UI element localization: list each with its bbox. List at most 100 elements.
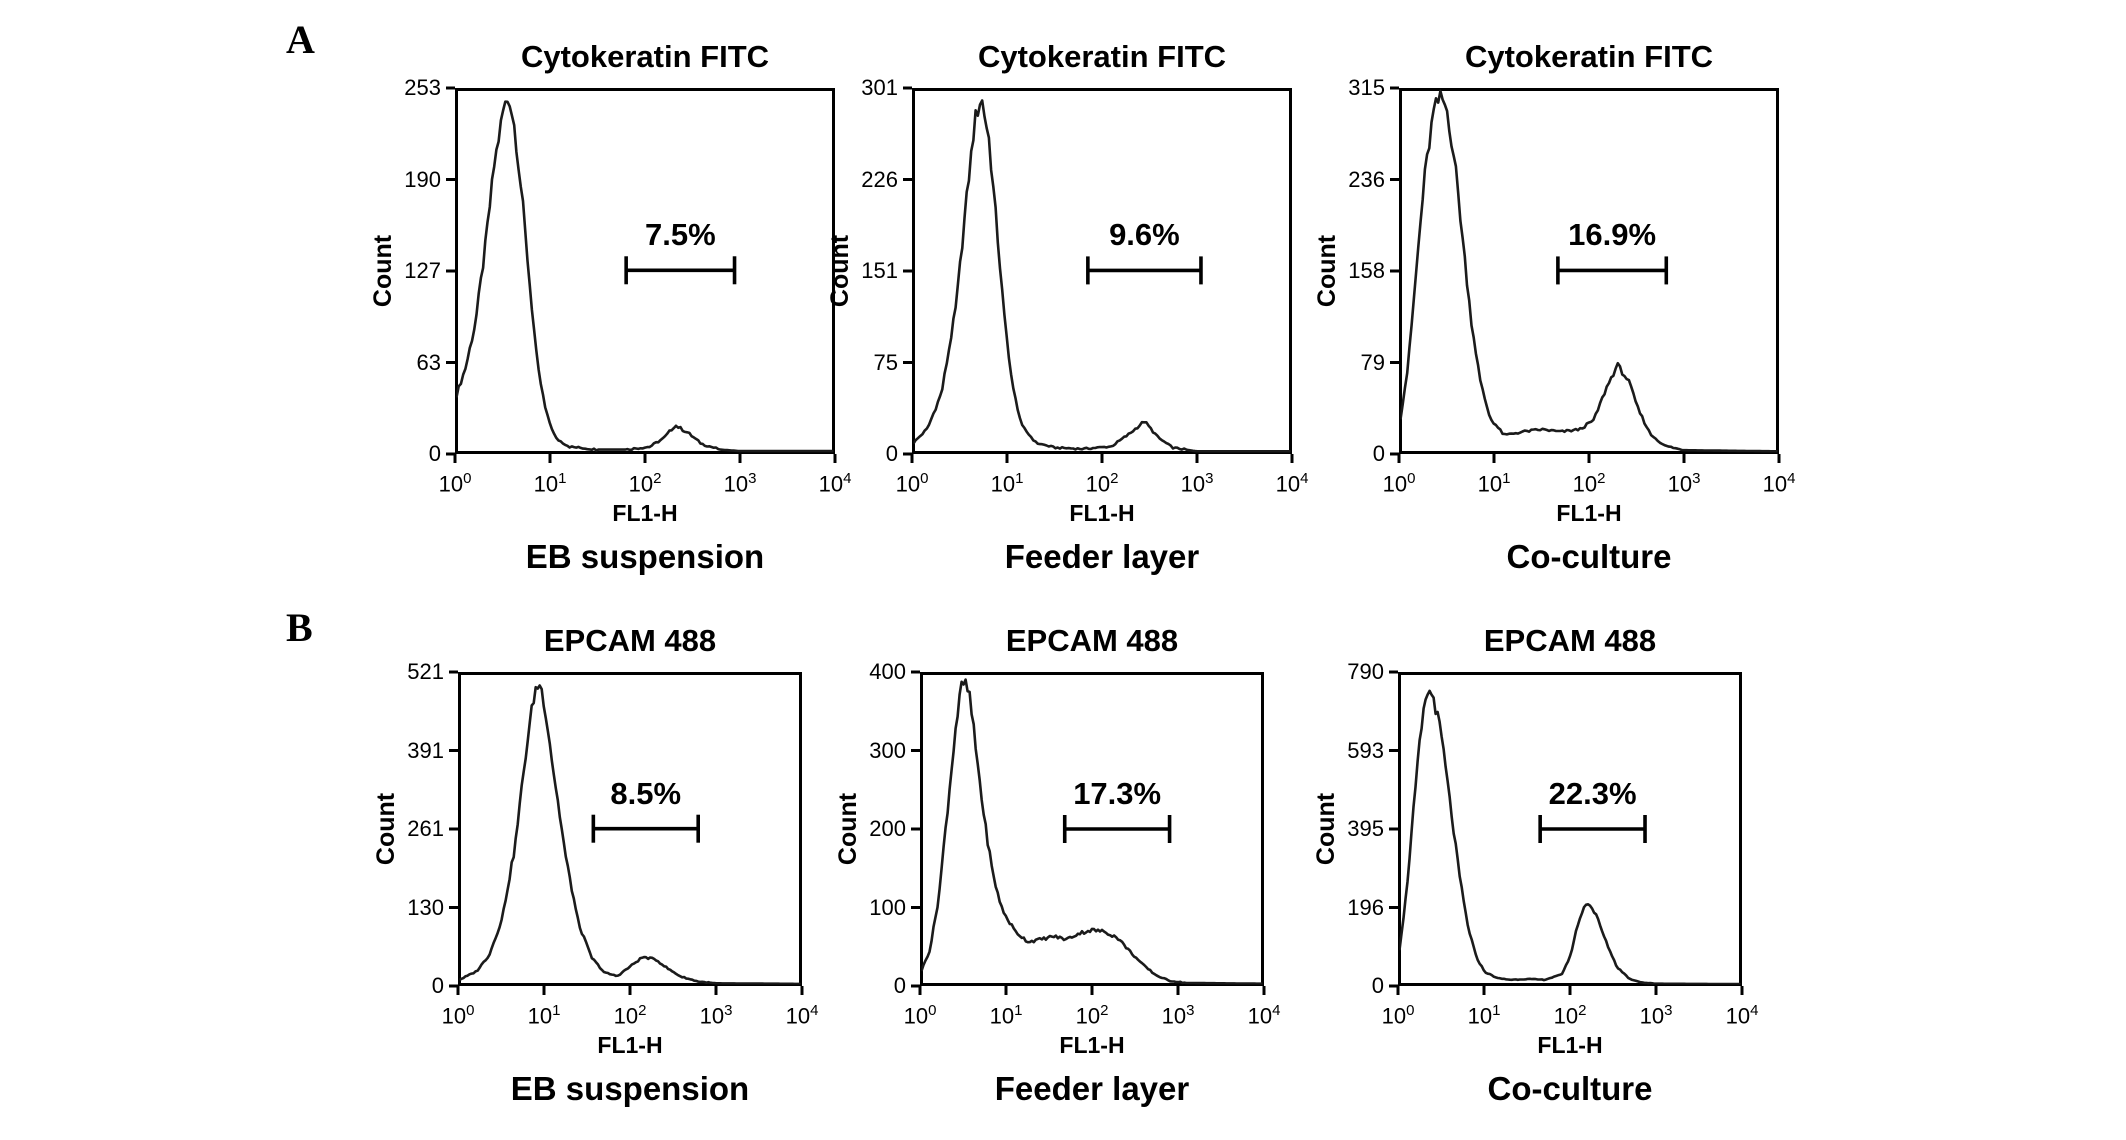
x-tick-base: 10: [527, 1003, 553, 1029]
x-tick-base: 10: [441, 1003, 467, 1029]
histogram-curve: [1400, 89, 1778, 453]
x-tick-label: 102: [1549, 466, 1629, 497]
x-tick-label: 101: [966, 998, 1046, 1029]
x-tick-label: 100: [872, 466, 952, 497]
x-tick-exponent: 1: [1502, 470, 1511, 487]
x-tick-label: 104: [1224, 998, 1304, 1029]
x-axis-label: FL1-H: [1059, 1032, 1125, 1058]
x-tick-exponent: 3: [1692, 470, 1701, 487]
x-axis-label: FL1-H: [1069, 500, 1135, 526]
x-tick-label: 102: [1062, 466, 1142, 497]
y-tick-label: 261: [407, 816, 444, 841]
y-tick-label: 521: [407, 659, 444, 684]
gate-bracket: [624, 256, 737, 285]
gate-percentage-label: 22.3%: [1548, 776, 1637, 811]
y-tick-label: 130: [407, 894, 444, 920]
x-tick-base: 10: [1161, 1003, 1187, 1029]
x-tick-exponent: 0: [463, 470, 472, 487]
x-tick-exponent: 4: [843, 470, 852, 487]
x-tick-exponent: 0: [920, 470, 929, 487]
x-axis-label: FL1-H: [597, 1032, 663, 1058]
x-tick-exponent: 2: [1110, 470, 1119, 487]
x-tick-label: 103: [1157, 466, 1237, 497]
x-tick-exponent: 1: [558, 470, 567, 487]
x-tick-exponent: 2: [638, 1002, 647, 1019]
histogram-curve: [921, 678, 1263, 985]
x-tick-label: 100: [415, 466, 495, 497]
gate-percentage-label: 8.5%: [610, 775, 682, 811]
x-tick-base: 10: [613, 1003, 639, 1029]
x-tick-label: 103: [1616, 998, 1696, 1029]
plot-frame-svg: [911, 670, 1266, 995]
condition-label: EB suspension: [510, 1070, 750, 1107]
x-tick-label: 101: [1444, 998, 1524, 1029]
x-tick-exponent: 2: [1597, 470, 1606, 487]
y-tick-label: 127: [404, 258, 441, 283]
plot-frame-svg: [1390, 86, 1781, 463]
plot-frame: [1399, 88, 1779, 454]
x-tick-label: 103: [1138, 998, 1218, 1029]
gate-bracket: [1556, 256, 1669, 285]
x-tick-exponent: 4: [1272, 1002, 1281, 1019]
x-tick-label: 103: [700, 466, 780, 497]
x-tick-label: 100: [1359, 466, 1439, 497]
x-tick-exponent: 1: [1014, 1002, 1023, 1019]
x-tick-base: 10: [1275, 471, 1301, 497]
chart-title: EPCAM 488: [1005, 623, 1179, 658]
x-tick-exponent: 0: [1406, 1002, 1415, 1019]
y-tick-label: 75: [873, 349, 898, 375]
x-tick-exponent: 4: [1750, 1002, 1759, 1019]
y-tick-label: 253: [404, 75, 441, 100]
x-tick-label: 104: [795, 466, 875, 497]
plot-frame: [455, 88, 835, 454]
x-tick-base: 10: [1639, 1003, 1665, 1029]
plot-frame: [920, 672, 1264, 986]
y-tick-label: 593: [1347, 737, 1384, 763]
y-tick-label: 300: [869, 737, 906, 763]
y-tick-label: 400: [869, 659, 906, 684]
x-tick-base: 10: [990, 471, 1016, 497]
y-tick-label: 200: [869, 816, 906, 841]
x-tick-base: 10: [1477, 471, 1503, 497]
x-tick-label: 101: [504, 998, 584, 1029]
x-tick-label: 100: [418, 998, 498, 1029]
x-tick-base: 10: [1572, 471, 1598, 497]
x-tick-base: 10: [1085, 471, 1111, 497]
y-tick-label: 0: [893, 973, 906, 998]
chart-title: Cytokeratin FITC: [977, 39, 1227, 74]
histogram-curve: [913, 99, 1291, 453]
x-tick-exponent: 1: [1015, 470, 1024, 487]
x-tick-exponent: 2: [1100, 1002, 1109, 1019]
gate-bracket: [1086, 256, 1203, 285]
x-tick-exponent: 2: [653, 470, 662, 487]
x-axis-label: FL1-H: [1537, 1032, 1603, 1058]
x-tick-base: 10: [628, 471, 654, 497]
y-tick-label: 226: [861, 166, 898, 192]
gate-percentage-label: 7.5%: [645, 217, 716, 253]
x-tick-label: 104: [1739, 466, 1819, 497]
gate-percentage-label: 16.9%: [1568, 217, 1657, 253]
y-tick-label: 63: [416, 349, 441, 375]
gate-percentage-label: 17.3%: [1073, 776, 1162, 811]
x-tick-exponent: 3: [1205, 470, 1214, 487]
plot-frame-svg: [903, 86, 1294, 463]
y-tick-label: 0: [885, 441, 898, 466]
x-tick-exponent: 4: [810, 1002, 819, 1019]
y-tick-label: 395: [1347, 816, 1384, 841]
x-tick-exponent: 4: [1300, 470, 1309, 487]
histogram-curve: [456, 100, 834, 453]
x-tick-label: 100: [1358, 998, 1438, 1029]
x-tick-label: 103: [676, 998, 756, 1029]
x-tick-exponent: 1: [1492, 1002, 1501, 1019]
x-tick-base: 10: [895, 471, 921, 497]
x-tick-exponent: 3: [1664, 1002, 1673, 1019]
plot-frame: [458, 672, 802, 986]
x-tick-label: 103: [1644, 466, 1724, 497]
x-tick-base: 10: [1762, 471, 1788, 497]
x-tick-label: 100: [880, 998, 960, 1029]
x-tick-base: 10: [989, 1003, 1015, 1029]
y-tick-label: 391: [407, 737, 444, 763]
x-tick-exponent: 4: [1787, 470, 1796, 487]
x-tick-exponent: 3: [748, 470, 757, 487]
